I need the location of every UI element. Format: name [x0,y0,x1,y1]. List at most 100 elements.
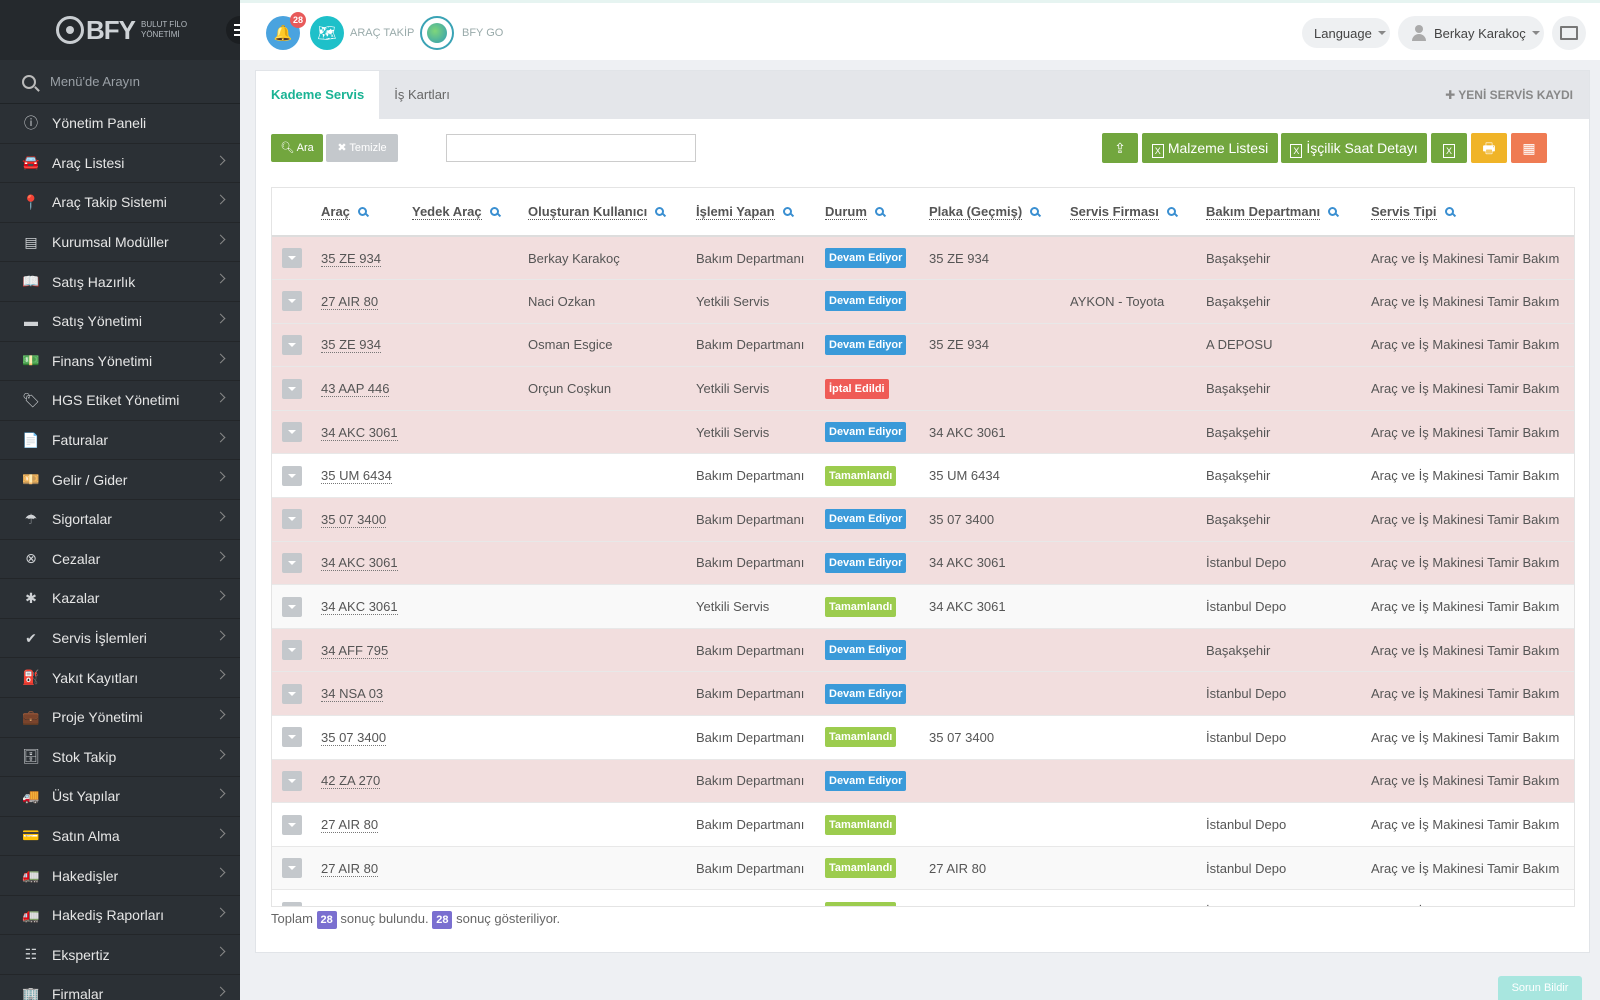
column-header[interactable]: Oluşturan Kullanıcı [528,188,696,237]
sidebar-item[interactable]: 💴 Gelir / Gider [0,460,240,500]
bfy-go-logo-icon[interactable] [420,16,454,50]
vehicle-tracking-button[interactable]: 🗺 [310,16,344,50]
sidebar-item[interactable]: 🚛 Hakediş Raporları [0,896,240,936]
bfy-go-label[interactable]: BFY GO [462,27,504,39]
column-header[interactable]: Yedek Araç [412,188,528,237]
expand-row-button[interactable] [282,858,302,879]
expand-row-button[interactable] [282,814,302,835]
expand-row-button[interactable] [282,640,302,661]
sidebar-item[interactable]: ⓘ Yönetim Paneli [0,104,240,144]
vehicle-link[interactable]: 34 AKC 3061 [321,555,398,572]
expand-row-button[interactable] [282,596,302,617]
column-header[interactable]: Durum [825,188,929,237]
vehicle-link[interactable]: 27 AIR 80 [321,860,379,877]
expand-row-button[interactable] [282,378,302,399]
expand-row-button[interactable] [282,552,302,573]
vehicle-link[interactable]: test-10 [321,904,361,906]
expand-row-button[interactable] [282,248,302,269]
monitor-icon[interactable] [1552,16,1586,50]
search-button[interactable]: 🔍︎ Ara [271,134,323,162]
search-icon[interactable] [874,207,884,216]
sidebar-item[interactable]: ☂ Sigortalar [0,500,240,540]
language-dropdown[interactable]: Language [1302,18,1390,48]
hamburger-menu-icon[interactable] [226,16,240,44]
expand-row-button[interactable] [282,683,302,704]
vehicle-link[interactable]: 35 07 3400 [321,511,387,528]
expand-row-button[interactable] [282,465,302,486]
expand-row-button[interactable] [282,770,302,791]
sidebar-item[interactable]: 📖 Satış Hazırlık [0,262,240,302]
expand-row-button[interactable] [282,901,302,906]
search-icon[interactable] [357,207,367,216]
vehicle-link[interactable]: 27 AIR 80 [321,817,379,834]
export-excel-button[interactable]: X [1431,133,1467,163]
cell-plaka [929,366,1070,411]
column-header[interactable]: Servis Tipi [1371,188,1574,237]
column-header[interactable]: Servis Firması [1070,188,1206,237]
expand-row-button[interactable] [282,334,302,355]
search-input[interactable] [446,134,696,162]
sidebar-item-label: Satış Yönetimi [52,313,143,330]
search-icon[interactable] [655,207,665,216]
upload-button[interactable]: ⇪ [1102,133,1138,163]
sidebar-item[interactable]: 📍 Araç Takip Sistemi [0,183,240,223]
sidebar-item[interactable]: ▤ Kurumsal Modüller [0,223,240,263]
vehicle-tracking-label[interactable]: ARAÇ TAKİP [350,27,415,39]
sidebar-search[interactable]: Menü'de Arayın [0,60,240,104]
search-icon[interactable] [1328,207,1338,216]
vehicle-link[interactable]: 35 UM 6434 [321,468,392,485]
vehicle-link[interactable]: 27 AIR 80 [321,293,379,310]
report-issue-button[interactable]: Sorun Bildir [1498,976,1582,1000]
search-icon[interactable] [782,207,792,216]
vehicle-link[interactable]: 34 NSA 03 [321,686,384,703]
vehicle-link[interactable]: 34 AFF 795 [321,642,389,659]
print-button[interactable]: 🖶 [1471,133,1507,163]
vehicle-link[interactable]: 35 07 3400 [321,729,387,746]
notifications-button[interactable]: 🔔 28 [266,12,306,50]
vehicle-link[interactable]: 35 ZE 934 [321,337,381,354]
sidebar-item[interactable]: 💳 Satın Alma [0,817,240,857]
column-header[interactable]: Bakım Departmanı [1206,188,1371,237]
vehicle-link[interactable]: 35 ZE 934 [321,250,381,267]
vehicle-link[interactable]: 34 AKC 3061 [321,424,398,441]
expand-row-button[interactable] [282,291,302,312]
search-icon[interactable] [489,207,499,216]
tab-is-kartlari[interactable]: İş Kartları [394,87,450,102]
sidebar-item[interactable]: 📄 Faturalar [0,421,240,461]
vehicle-link[interactable]: 43 AAP 446 [321,381,390,398]
user-menu[interactable]: Berkay Karakoç [1398,16,1544,50]
search-icon[interactable] [1166,207,1176,216]
vehicle-link[interactable]: 42 ZA 270 [321,773,381,790]
sidebar-item[interactable]: 🚛 Hakedişler [0,856,240,896]
sidebar-item[interactable]: 🏢 Firmalar [0,975,240,1000]
new-service-button[interactable]: ✚ YENİ SERVİS KAYDI [1445,71,1573,119]
sidebar-item[interactable]: 🗄 Stok Takip [0,738,240,778]
cell-value: Bakım Departmanı [696,642,805,658]
sidebar-item[interactable]: 🚚 Üst Yapılar [0,777,240,817]
sidebar-item[interactable]: ⛽ Yakıt Kayıtları [0,658,240,698]
sidebar-item[interactable]: ▬ Satış Yönetimi [0,302,240,342]
sidebar-item[interactable]: ✔ Servis İşlemleri [0,619,240,659]
sidebar-item[interactable]: ✱ Kazalar [0,579,240,619]
expand-row-button[interactable] [282,727,302,748]
expand-row-button[interactable] [282,509,302,530]
sidebar-item[interactable]: 💵 Finans Yönetimi [0,342,240,382]
column-header[interactable]: Plaka (Geçmiş) [929,188,1070,237]
sidebar-item[interactable]: 💼 Proje Yönetimi [0,698,240,738]
columns-button[interactable]: ▦ [1511,133,1547,163]
column-header[interactable]: Araç [321,188,412,237]
clear-button[interactable]: ✖ Temizle [326,134,398,162]
sidebar-item[interactable]: 🏷 HGS Etiket Yönetimi [0,381,240,421]
column-header[interactable]: İşlemi Yapan [696,188,825,237]
expand-row-button[interactable] [282,422,302,443]
material-list-button[interactable]: X Malzeme Listesi [1142,133,1278,163]
tab-kademe-servis[interactable]: Kademe Servis [256,71,380,119]
sidebar-item[interactable]: 🚘 Araç Listesi [0,144,240,184]
vehicle-link[interactable]: 34 AKC 3061 [321,599,398,616]
bfy-logo[interactable]: BFY BULUT FİLO YÖNETİMİ [56,15,191,46]
search-icon[interactable] [1030,207,1040,216]
sidebar-item[interactable]: ☷ Ekspertiz [0,935,240,976]
sidebar-item[interactable]: ⊗ Cezalar [0,540,240,580]
search-icon[interactable] [1444,207,1454,216]
labor-hours-button[interactable]: X İşçilik Saat Detayı [1281,133,1427,163]
